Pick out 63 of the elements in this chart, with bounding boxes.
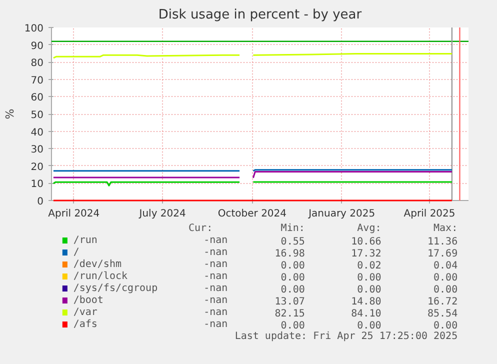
legend-label: /dev/shm	[73, 259, 122, 270]
text: 0.00	[280, 272, 305, 284]
text: Avg:	[357, 223, 382, 234]
text: 84.10	[351, 308, 382, 320]
text: Last update: Fri Apr 25 17:25:00 2025	[234, 331, 458, 342]
y-tick-label: 20	[30, 162, 44, 173]
legend-label: /afs	[73, 319, 98, 330]
legend-label: /run/lock	[73, 271, 128, 282]
text: 0.00	[434, 284, 458, 296]
text: 0.00	[357, 320, 382, 332]
text: Min:	[280, 223, 305, 234]
legend-label: /sys/fs/cgroup	[73, 283, 158, 294]
legend-label: /run	[73, 235, 98, 246]
text: -nan	[204, 247, 228, 258]
text: -nan	[204, 295, 228, 306]
text: 0.00	[357, 272, 382, 284]
text: 0.00	[280, 284, 305, 296]
text: -nan	[204, 319, 228, 330]
text: 14.80	[351, 296, 382, 308]
text: 0.04	[434, 260, 458, 272]
y-tick-label: 80	[30, 58, 44, 70]
text: 0.00	[434, 320, 458, 332]
text: -nan	[204, 235, 228, 246]
text: 85.54	[427, 308, 458, 320]
y-tick-label: 10	[30, 179, 44, 190]
legend-label: /var	[73, 307, 98, 318]
text: 0.00	[357, 284, 382, 296]
text: 10.66	[351, 236, 382, 248]
text: 17.32	[351, 248, 382, 260]
text: 16.72	[427, 296, 458, 308]
text: 0.00	[280, 320, 305, 332]
x-tick-label: April 2024	[48, 208, 100, 220]
text: 0.02	[357, 260, 382, 272]
x-tick-label: April 2025	[404, 208, 456, 220]
text: Max:	[434, 223, 458, 234]
y-tick-label: 100	[24, 24, 44, 34]
text: Cur:	[188, 223, 213, 234]
y-tick-label: 50	[30, 110, 44, 121]
x-tick-label: October 2024	[218, 208, 287, 220]
y-tick-label: 40	[30, 127, 44, 138]
text: 13.07	[274, 296, 305, 308]
text: -nan	[204, 307, 228, 318]
y-tick-label: 30	[30, 144, 44, 156]
text: 0.00	[280, 260, 305, 272]
text: 82.15	[274, 308, 305, 320]
x-tick-label: July 2024	[138, 208, 186, 220]
y-axis-title: %	[3, 108, 16, 120]
text: 0.55	[280, 236, 305, 248]
chart-title: Disk usage in percent - by year	[158, 8, 362, 22]
legend-label: /	[73, 247, 80, 258]
y-tick-label: 0	[37, 196, 44, 208]
y-tick-label: 90	[30, 40, 44, 52]
text: -nan	[204, 271, 228, 282]
x-tick-label: January 2025	[308, 208, 376, 220]
text: 11.36	[427, 236, 458, 248]
text: -nan	[204, 259, 228, 270]
text: -nan	[204, 283, 228, 294]
y-tick-label: 60	[30, 92, 44, 104]
text: 16.98	[274, 248, 305, 260]
y-tick-label: 70	[30, 75, 44, 86]
text: 0.00	[434, 272, 458, 284]
legend-label: /boot	[73, 295, 104, 306]
text: 17.69	[427, 248, 458, 260]
